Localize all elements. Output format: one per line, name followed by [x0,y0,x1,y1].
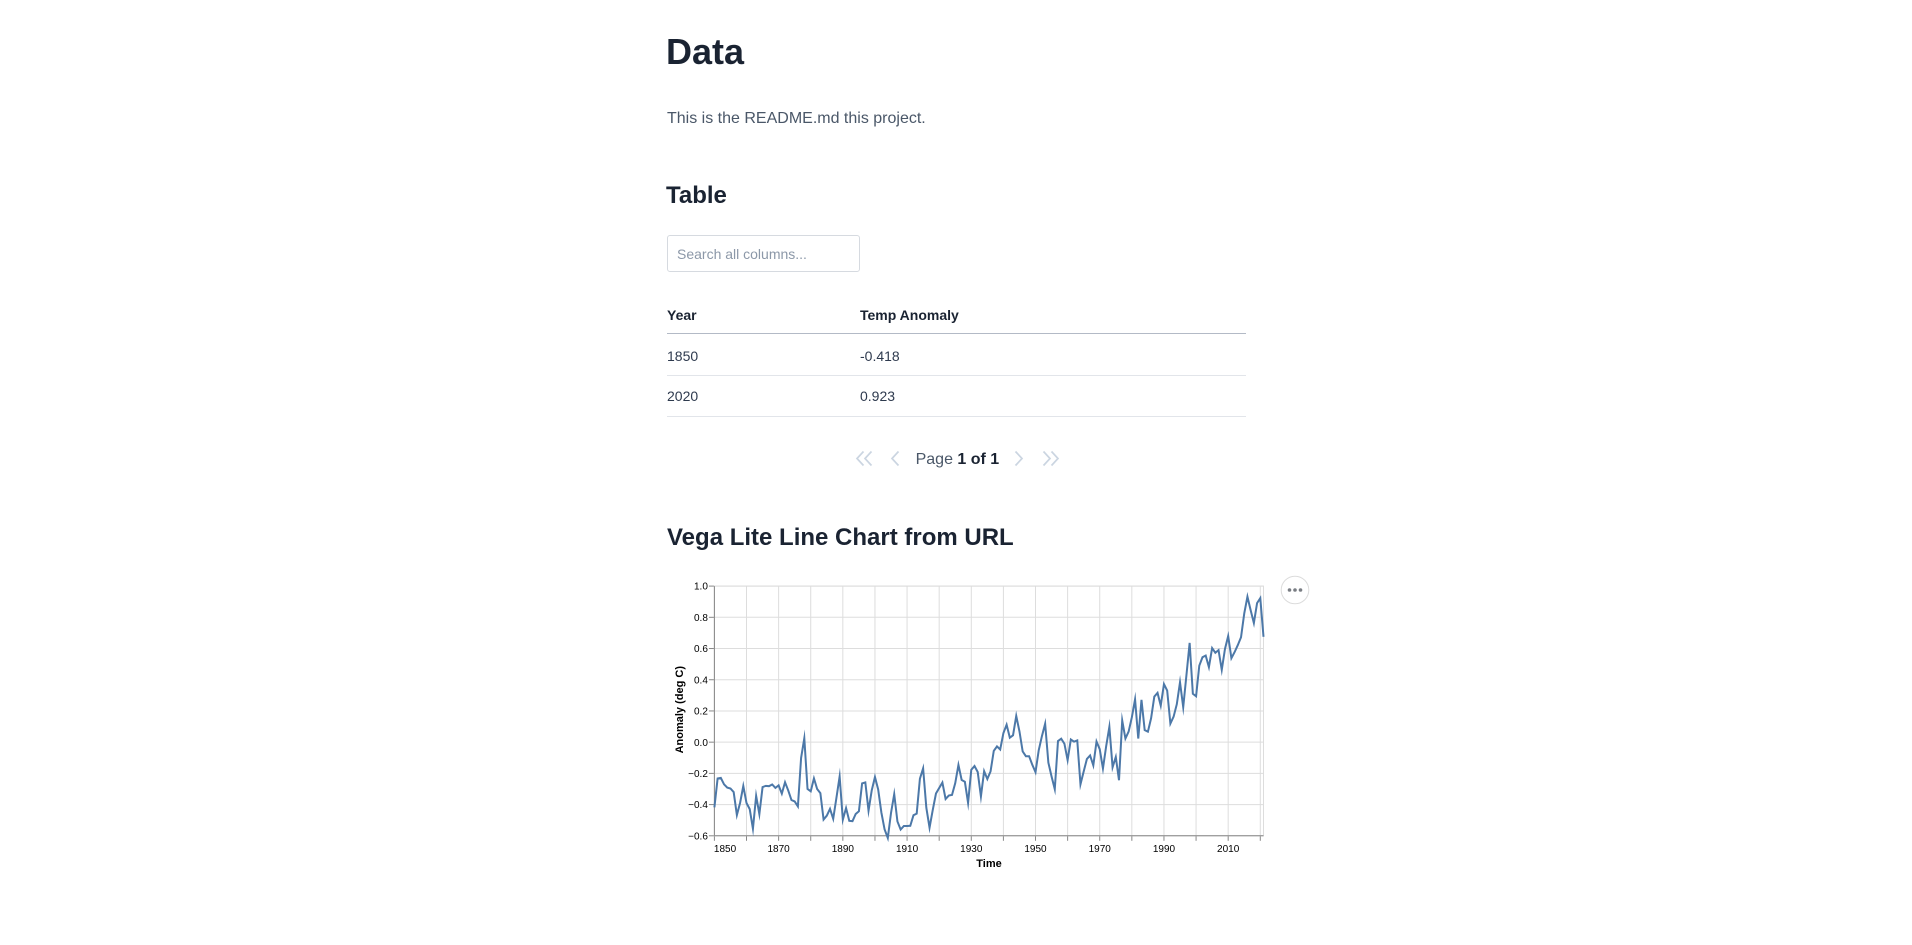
svg-text:1950: 1950 [1024,844,1047,855]
svg-text:Anomaly (deg C): Anomaly (deg C) [674,666,686,754]
svg-text:1850: 1850 [714,844,737,855]
svg-text:1930: 1930 [960,844,983,855]
svg-text:1910: 1910 [896,844,919,855]
svg-text:0.0: 0.0 [694,738,708,749]
svg-text:0.2: 0.2 [694,707,708,718]
svg-text:1890: 1890 [832,844,855,855]
svg-text:1990: 1990 [1153,844,1176,855]
svg-text:−0.2: −0.2 [688,769,708,780]
svg-text:0.8: 0.8 [694,613,708,624]
svg-text:0.6: 0.6 [694,644,708,655]
svg-text:0.4: 0.4 [694,675,708,686]
svg-text:−0.4: −0.4 [688,800,708,811]
svg-text:1.0: 1.0 [694,582,708,593]
svg-text:1870: 1870 [767,844,790,855]
svg-text:−0.6: −0.6 [688,831,708,842]
svg-text:2010: 2010 [1217,844,1240,855]
svg-text:1970: 1970 [1089,844,1112,855]
svg-text:Time: Time [976,858,1001,870]
